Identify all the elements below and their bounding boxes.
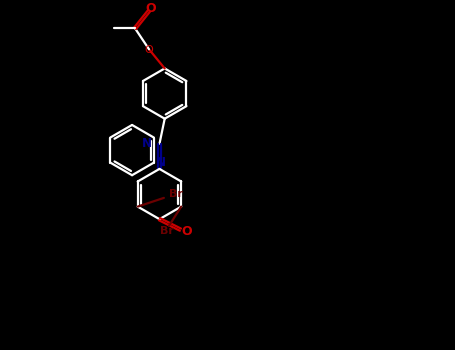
Text: O: O <box>182 225 192 238</box>
Text: Br: Br <box>169 189 183 200</box>
Text: N: N <box>142 136 152 149</box>
Text: N: N <box>156 156 166 169</box>
Text: O: O <box>144 45 153 55</box>
Text: O: O <box>146 2 156 15</box>
Text: Br: Br <box>160 226 174 236</box>
